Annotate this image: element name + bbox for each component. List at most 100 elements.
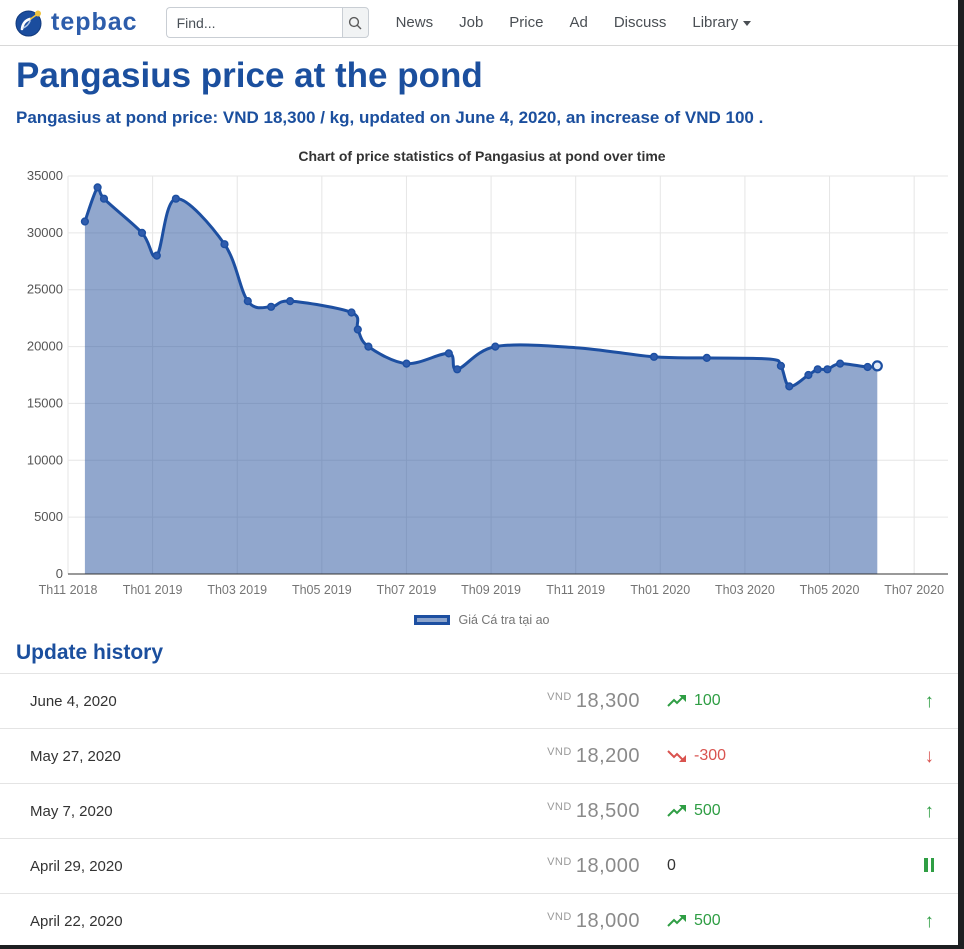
data-point-marker: [453, 365, 462, 374]
currency-label: VND: [547, 855, 572, 868]
price-value: 18,300: [575, 689, 640, 712]
svg-text:25000: 25000: [27, 282, 63, 297]
nav-link-price[interactable]: Price: [509, 14, 544, 31]
data-point-marker: [444, 349, 453, 358]
chart-legend: Giá Cá tra tại ao: [0, 613, 964, 627]
chart-svg[interactable]: 0 5000 10000 15000 20000 25000 30000 35000 Th11 …: [0, 164, 958, 606]
svg-text:Th05 2019: Th05 2019: [292, 583, 352, 597]
data-point-marker: [364, 342, 373, 351]
chevron-down-icon: [743, 21, 752, 26]
nav-link-news[interactable]: News: [395, 14, 434, 31]
history-row: May 27, 2020 VND 18,200 -300 ↓: [0, 729, 964, 784]
search-icon: [348, 16, 362, 29]
trending-up-icon: [667, 695, 686, 707]
chart-title: Chart of price statistics of Pangasius a…: [298, 148, 666, 164]
search-button[interactable]: [341, 7, 369, 38]
data-point-marker: [347, 308, 356, 317]
nav-link-ad[interactable]: Ad: [569, 14, 588, 31]
data-point-marker: [835, 359, 845, 368]
data-point-marker: [871, 360, 883, 372]
nav-link-discuss[interactable]: Discuss: [613, 14, 667, 31]
history-date: May 7, 2020: [30, 802, 113, 820]
data-point-marker: [804, 370, 813, 380]
top-navigation-bar: tepbac News Job Price Ad Discuss Library: [0, 0, 964, 46]
area-fill: [84, 186, 878, 574]
price-value: 18,200: [575, 744, 640, 767]
data-point-marker: [813, 365, 822, 374]
price-change: 500: [640, 802, 925, 820]
history-row: April 22, 2020 VND 18,000 500 ↑: [0, 894, 964, 949]
svg-text:Th05 2020: Th05 2020: [800, 583, 860, 597]
change-value: 100: [694, 692, 721, 709]
update-history-list: June 4, 2020 VND 18,300 100 ↑ May 27, 2020 VND…: [0, 673, 964, 949]
price-group: VND 18,000: [450, 855, 640, 878]
chart-plot-area[interactable]: 0 5000 10000 15000 20000 25000 30000 35000 Th11 …: [0, 164, 964, 611]
data-point-marker: [80, 217, 90, 226]
data-point-marker: [785, 382, 794, 391]
price-value: 18,500: [575, 799, 640, 822]
brand-name: tepbac: [51, 8, 138, 36]
price-value: 18,000: [575, 854, 640, 877]
brand-logo[interactable]: tepbac: [14, 8, 138, 38]
price-change: 0: [640, 857, 924, 875]
change-value: 500: [694, 912, 721, 929]
svg-text:Th07 2019: Th07 2019: [377, 583, 437, 597]
price-value: 18,000: [575, 909, 640, 932]
direction-up-icon: ↑: [924, 690, 935, 712]
price-summary: Pangasius at pond price: VND 18,300 / kg…: [16, 108, 764, 127]
data-point-marker: [171, 194, 181, 203]
data-point-marker: [137, 228, 147, 238]
history-date: June 4, 2020: [30, 692, 117, 710]
currency-label: VND: [547, 690, 572, 703]
data-point-marker: [863, 362, 872, 372]
search-input[interactable]: [165, 7, 342, 38]
trending-up-icon: [667, 915, 686, 927]
history-date: April 29, 2020: [30, 857, 123, 875]
currency-label: VND: [547, 910, 572, 923]
history-row: June 4, 2020 VND 18,300 100 ↑: [0, 674, 964, 729]
data-point-marker: [491, 342, 500, 351]
tepbac-logo-icon: [15, 10, 42, 36]
price-change: -300: [640, 747, 925, 765]
trending-up-icon: [667, 805, 686, 817]
svg-text:Th09 2019: Th09 2019: [461, 583, 521, 597]
direction-unchanged-icon: [924, 857, 934, 876]
svg-text:Th01 2020: Th01 2020: [630, 583, 690, 597]
data-point-marker: [823, 365, 832, 374]
currency-label: VND: [547, 800, 572, 813]
nav-link-job[interactable]: Job: [459, 14, 484, 31]
data-point-marker: [267, 302, 276, 311]
nav-link-library[interactable]: Library: [679, 14, 764, 31]
price-change: 500: [640, 912, 925, 930]
data-point-marker: [776, 361, 786, 371]
data-point-marker: [152, 251, 161, 260]
change-value: 0: [667, 857, 676, 874]
data-point-marker: [649, 352, 659, 361]
update-history-heading: Update history: [16, 641, 164, 664]
history-row: May 7, 2020 VND 18,500 500 ↑: [0, 784, 964, 839]
direction-down-icon: ↓: [924, 745, 935, 767]
data-point-marker: [402, 359, 411, 368]
svg-text:0: 0: [56, 566, 63, 581]
svg-text:20000: 20000: [27, 339, 63, 354]
svg-text:Th01 2019: Th01 2019: [123, 583, 183, 597]
data-point-marker: [93, 183, 102, 192]
main-nav: News Job Price Ad Discuss Library: [383, 14, 765, 31]
data-point-marker: [286, 297, 295, 306]
svg-text:Th11 2018: Th11 2018: [39, 583, 98, 597]
direction-up-icon: ↑: [924, 910, 935, 932]
price-group: VND 18,200: [450, 745, 640, 768]
history-date: May 27, 2020: [30, 747, 121, 765]
direction-up-icon: ↑: [924, 800, 935, 822]
price-group: VND 18,500: [450, 800, 640, 823]
page-title: Pangasius price at the pond: [16, 56, 483, 95]
svg-text:10000: 10000: [27, 452, 63, 467]
history-row: April 29, 2020 VND 18,000 0: [0, 839, 964, 894]
price-chart[interactable]: Chart of price statistics of Pangasius a…: [0, 148, 964, 627]
currency-label: VND: [547, 745, 572, 758]
price-change: 100: [640, 692, 925, 710]
legend-label: Giá Cá tra tại ao: [458, 613, 550, 627]
price-group: VND 18,000: [450, 910, 640, 933]
search-box: [165, 7, 369, 38]
svg-text:Th03 2020: Th03 2020: [715, 583, 775, 597]
